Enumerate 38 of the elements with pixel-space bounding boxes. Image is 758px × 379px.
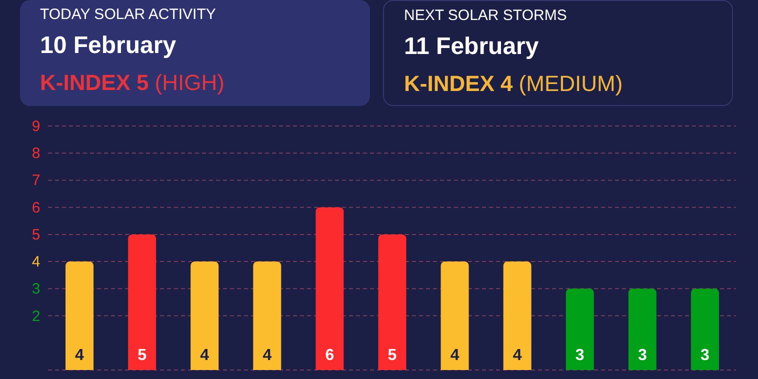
y-tick-label: 9 xyxy=(32,118,40,135)
bar xyxy=(503,262,532,370)
data-label: 5 xyxy=(388,347,397,364)
y-tick-label: 6 xyxy=(32,199,40,216)
text: TODAY SOLAR ACTIVITY xyxy=(40,6,217,24)
data-label: 5 xyxy=(138,347,147,364)
data-label: 3 xyxy=(638,347,647,364)
bar xyxy=(66,262,94,370)
y-tick-label: 8 xyxy=(32,145,40,162)
bar xyxy=(628,288,656,370)
data-label: 3 xyxy=(700,347,710,364)
data-label: 6 xyxy=(325,347,334,364)
text: 10 February xyxy=(40,32,178,60)
y-tick-label: 4 xyxy=(32,254,40,271)
text: 11 February xyxy=(404,33,540,61)
data-label: 4 xyxy=(512,347,522,364)
bar xyxy=(190,262,219,370)
data-label: 4 xyxy=(200,347,210,364)
bar xyxy=(316,207,344,370)
bar xyxy=(253,262,282,370)
bar xyxy=(128,234,156,370)
text: K-INDEX 5 xyxy=(40,70,149,95)
bar xyxy=(566,288,594,370)
y-tick-label: 3 xyxy=(32,280,40,298)
text: K-INDEX 4 xyxy=(404,71,513,96)
text: (HIGH) xyxy=(154,70,224,95)
y-tick-label: 2 xyxy=(32,308,40,325)
bar xyxy=(690,288,719,370)
data-label: 4 xyxy=(450,347,460,364)
bar xyxy=(440,262,469,370)
data-label: 4 xyxy=(262,347,272,364)
y-tick-label: 7 xyxy=(32,172,40,190)
text: (MEDIUM) xyxy=(518,71,623,96)
y-tick-label: 5 xyxy=(32,226,40,244)
data-label: 4 xyxy=(75,347,84,364)
text: NEXT SOLAR STORMS xyxy=(404,7,568,25)
data-label: 3 xyxy=(575,347,584,364)
bar xyxy=(378,234,406,370)
